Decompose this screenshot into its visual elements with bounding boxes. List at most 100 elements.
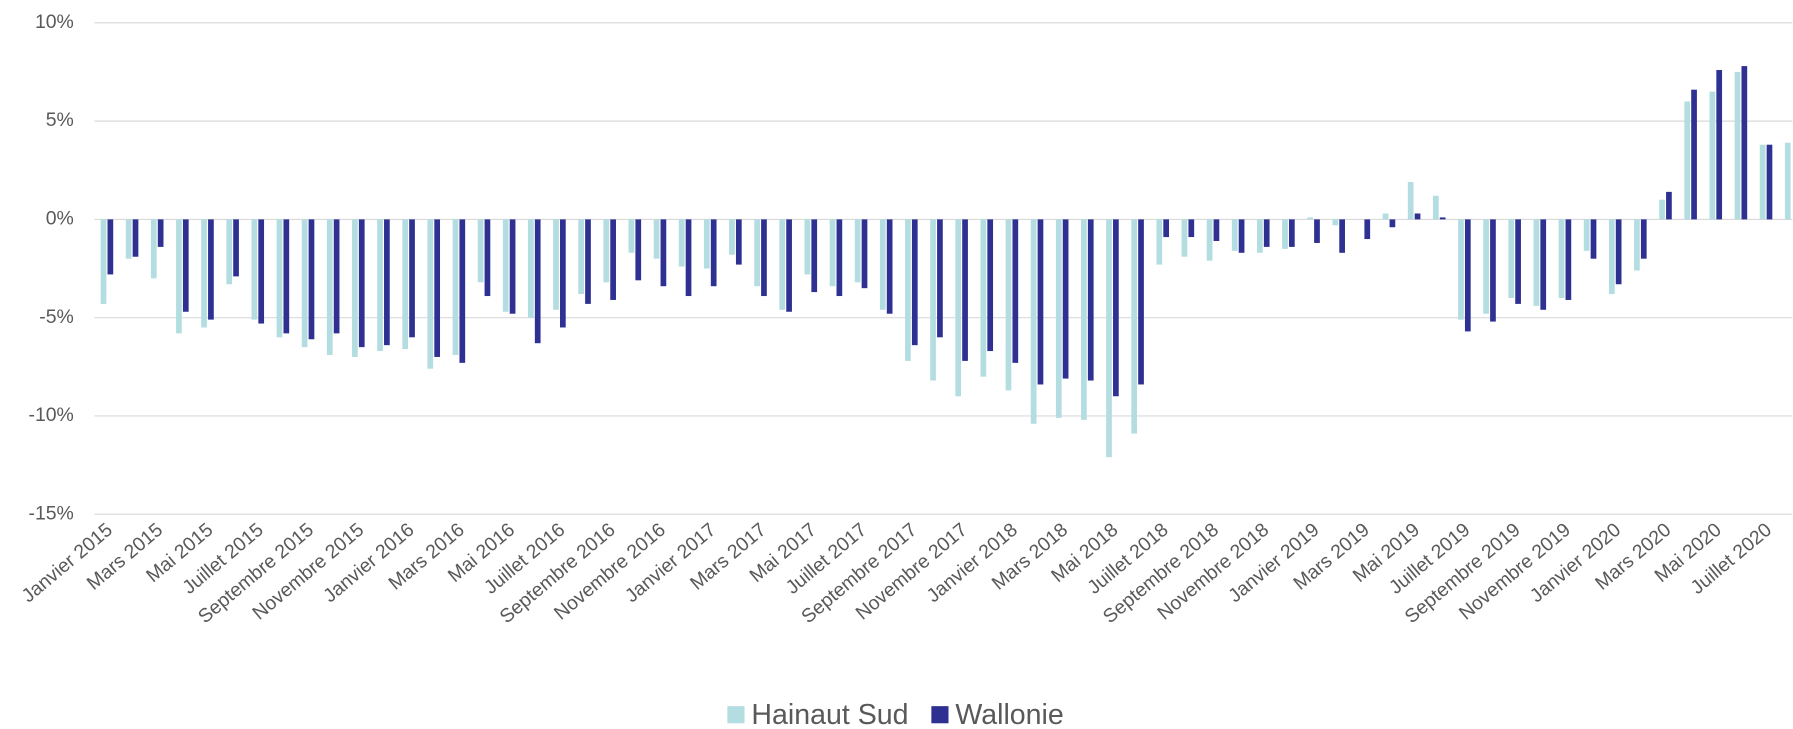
bar: [1464, 219, 1471, 332]
bar: [1407, 182, 1414, 220]
bar: [1364, 219, 1371, 240]
bar: [1640, 219, 1647, 259]
legend-label: Hainaut Sud: [751, 699, 908, 729]
bar: [1163, 219, 1170, 238]
bar: [308, 219, 315, 340]
bar: [1339, 219, 1345, 253]
bar: [1389, 219, 1396, 228]
bar: [352, 219, 358, 357]
bar: [1483, 219, 1489, 314]
bar: [628, 219, 635, 253]
bar: [1590, 219, 1597, 259]
bar: [980, 219, 987, 377]
bar: [528, 219, 534, 318]
bar: [1138, 219, 1144, 385]
bar: [333, 219, 340, 334]
bar: [685, 219, 692, 297]
y-tick-label: 10%: [35, 11, 74, 33]
bar: [962, 219, 968, 361]
bar: [1666, 191, 1672, 220]
bar: [1231, 219, 1238, 251]
bar: [1540, 219, 1547, 310]
bar: [735, 219, 742, 265]
bar: [1062, 219, 1069, 379]
bar: [1213, 219, 1220, 242]
bar: [911, 219, 918, 346]
bar: [1181, 219, 1188, 257]
bar: [754, 219, 760, 287]
bar: [1608, 219, 1615, 295]
bar: [1691, 89, 1697, 220]
y-tick-label: 5%: [46, 109, 74, 131]
bar: [1659, 199, 1665, 220]
bar: [937, 219, 943, 338]
bar: [1432, 195, 1439, 220]
bar: [276, 219, 283, 338]
bar: [326, 219, 333, 355]
bar: [125, 219, 132, 259]
bar: [861, 219, 868, 289]
bar: [384, 219, 390, 346]
bar: [559, 219, 566, 328]
bar: [1439, 217, 1446, 220]
bar: [251, 219, 258, 320]
bar: [402, 219, 409, 350]
bar: [905, 219, 911, 361]
bar: [477, 219, 484, 283]
bar: [427, 219, 434, 369]
bar: [1206, 219, 1213, 261]
bar: [1156, 219, 1163, 265]
y-tick-label: 0%: [46, 208, 74, 230]
bar: [1113, 219, 1119, 397]
bar: [409, 219, 415, 338]
bar: [1716, 70, 1723, 220]
bar: [1414, 213, 1421, 220]
bar: [987, 219, 994, 352]
bar: [534, 219, 541, 344]
bar: [1282, 219, 1288, 249]
bar: [578, 219, 584, 295]
bar: [150, 219, 157, 279]
bar: [1087, 219, 1094, 381]
bar: [603, 219, 610, 283]
bar: [1257, 219, 1263, 253]
bar: [703, 219, 710, 269]
bar: [1684, 101, 1691, 220]
bar: [377, 219, 383, 352]
bar: [1734, 71, 1741, 220]
bar: [301, 219, 308, 348]
bar: [233, 219, 239, 277]
bar: [553, 219, 559, 310]
bar: [1188, 219, 1195, 238]
bar: [836, 219, 843, 297]
bar: [107, 219, 114, 275]
bar: [886, 219, 893, 314]
bar: [1515, 219, 1521, 304]
bar: [1634, 219, 1640, 271]
bar: [358, 219, 365, 348]
bar: [635, 219, 642, 281]
bar: [208, 219, 214, 320]
bar: [660, 219, 667, 287]
bar: [1037, 219, 1044, 385]
bar: [829, 219, 836, 287]
bar: [1490, 219, 1496, 322]
bar: [854, 219, 861, 283]
y-tick-label: -15%: [28, 502, 73, 524]
bar: [1615, 219, 1622, 285]
legend-label: Wallonie: [955, 699, 1063, 729]
bar: [100, 219, 107, 304]
bar: [585, 219, 591, 304]
bar: [509, 219, 516, 314]
bar: [1314, 219, 1320, 243]
bar: [879, 219, 886, 310]
bar: [1558, 219, 1565, 298]
bar: [1238, 219, 1245, 253]
bar: [1131, 219, 1138, 434]
bar: [1508, 219, 1515, 298]
bar: [1766, 144, 1773, 220]
bar: [502, 219, 509, 312]
bar: [484, 219, 491, 297]
bar: [459, 219, 466, 363]
